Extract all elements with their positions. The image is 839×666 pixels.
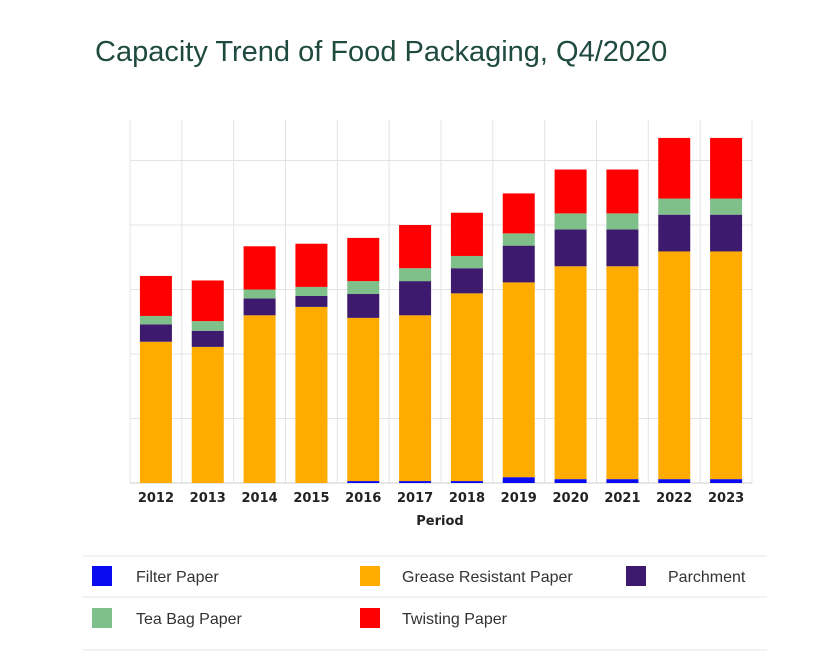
bar-segment-twisting-paper-2015 [295, 243, 328, 287]
x-tick-label-2022: 2022 [656, 491, 692, 506]
legend-label-grease-resistant-paper: Grease Resistant Paper [402, 569, 573, 586]
x-tick-label-2016: 2016 [345, 491, 381, 506]
bar-segment-filter-paper-2021 [606, 479, 639, 483]
legend-label-twisting-paper: Twisting Paper [402, 611, 508, 628]
bar-segment-twisting-paper-2020 [554, 169, 587, 214]
bar-segment-grease-resistant-paper-2017 [399, 315, 432, 482]
bar-segment-tea-bag-paper-2019 [502, 233, 535, 246]
bar-segment-tea-bag-paper-2012 [139, 315, 172, 325]
bar-segment-tea-bag-paper-2018 [450, 255, 483, 269]
bar-segment-tea-bag-paper-2021 [606, 213, 639, 230]
bar-segment-twisting-paper-2016 [347, 237, 380, 282]
x-axis-title: Period [416, 514, 463, 529]
bar-segment-grease-resistant-paper-2019 [502, 282, 535, 478]
bars [139, 137, 743, 483]
x-tick-label-2015: 2015 [293, 491, 329, 506]
bar-segment-tea-bag-paper-2022 [658, 198, 691, 215]
chart-title: Capacity Trend of Food Packaging, Q4/202… [95, 36, 668, 68]
x-tick-labels: 2012 2013 2014 2015 2016 2017 2018 2019 2020 2021… [138, 491, 744, 506]
bar-segment-grease-resistant-paper-2023 [710, 251, 743, 480]
legend-swatch-grease-resistant-paper [360, 566, 380, 586]
bar-segment-parchment-2020 [554, 229, 587, 267]
x-tick-label-2013: 2013 [190, 491, 226, 506]
bar-segment-twisting-paper-2013 [191, 280, 224, 322]
bar-segment-twisting-paper-2018 [450, 212, 483, 256]
bar-segment-grease-resistant-paper-2018 [450, 293, 483, 482]
bar-segment-parchment-2022 [658, 214, 691, 252]
bar-segment-grease-resistant-paper-2015 [295, 306, 328, 483]
bar-segment-tea-bag-paper-2023 [710, 198, 743, 215]
grid-lines [129, 120, 753, 484]
bar-segment-twisting-paper-2021 [606, 169, 639, 214]
bar-segment-twisting-paper-2022 [658, 137, 691, 199]
bar-segment-twisting-paper-2019 [502, 193, 535, 234]
x-tick-label-2019: 2019 [501, 491, 537, 506]
bar-segment-grease-resistant-paper-2022 [658, 251, 691, 480]
bar-segment-filter-paper-2018 [450, 481, 483, 483]
bar-segment-parchment-2023 [710, 214, 743, 252]
bar-segment-grease-resistant-paper-2021 [606, 266, 639, 480]
bar-segment-parchment-2021 [606, 229, 639, 267]
bar-segment-parchment-2012 [139, 324, 172, 342]
bar-segment-grease-resistant-paper-2014 [243, 315, 276, 483]
bar-segment-grease-resistant-paper-2016 [347, 317, 380, 482]
bar-segment-tea-bag-paper-2014 [243, 289, 276, 299]
legend-swatch-tea-bag-paper [92, 608, 112, 628]
bar-segment-filter-paper-2019 [502, 477, 535, 483]
bar-segment-twisting-paper-2014 [243, 246, 276, 290]
x-tick-label-2018: 2018 [449, 491, 485, 506]
bar-segment-filter-paper-2017 [399, 481, 432, 483]
bar-segment-parchment-2013 [191, 330, 224, 347]
bar-segment-tea-bag-paper-2015 [295, 286, 328, 296]
bar-segment-parchment-2015 [295, 295, 328, 307]
legend-label-filter-paper: Filter Paper [136, 569, 219, 586]
x-tick-label-2014: 2014 [241, 491, 277, 506]
bar-segment-parchment-2018 [450, 268, 483, 294]
legend-swatch-filter-paper [92, 566, 112, 586]
bar-segment-tea-bag-paper-2020 [554, 213, 587, 230]
x-tick-label-2012: 2012 [138, 491, 174, 506]
bar-segment-tea-bag-paper-2016 [347, 281, 380, 295]
legend: Filter Paper Grease Resistant Paper Parchm… [83, 555, 767, 651]
bar-segment-twisting-paper-2023 [710, 137, 743, 199]
bar-segment-filter-paper-2020 [554, 479, 587, 483]
bar-segment-twisting-paper-2012 [139, 275, 172, 316]
bar-segment-tea-bag-paper-2017 [399, 268, 432, 282]
bar-segment-filter-paper-2016 [347, 481, 380, 483]
bar-segment-parchment-2016 [347, 294, 380, 318]
bar-segment-tea-bag-paper-2013 [191, 321, 224, 331]
bar-segment-grease-resistant-paper-2013 [191, 346, 224, 483]
x-tick-label-2017: 2017 [397, 491, 433, 506]
x-tick-label-2021: 2021 [604, 491, 640, 506]
bar-segment-parchment-2017 [399, 281, 432, 316]
legend-swatch-parchment [626, 566, 646, 586]
bar-segment-parchment-2014 [243, 298, 276, 316]
bar-segment-parchment-2019 [502, 245, 535, 283]
bar-segment-filter-paper-2022 [658, 479, 691, 483]
bar-segment-grease-resistant-paper-2020 [554, 266, 587, 480]
x-tick-label-2020: 2020 [552, 491, 588, 506]
legend-swatch-twisting-paper [360, 608, 380, 628]
legend-label-parchment: Parchment [668, 569, 746, 586]
bar-segment-grease-resistant-paper-2012 [139, 341, 172, 483]
bar-segment-filter-paper-2023 [710, 479, 743, 483]
x-tick-label-2023: 2023 [708, 491, 744, 506]
bar-segment-twisting-paper-2017 [399, 225, 432, 269]
legend-label-tea-bag-paper: Tea Bag Paper [136, 611, 243, 628]
